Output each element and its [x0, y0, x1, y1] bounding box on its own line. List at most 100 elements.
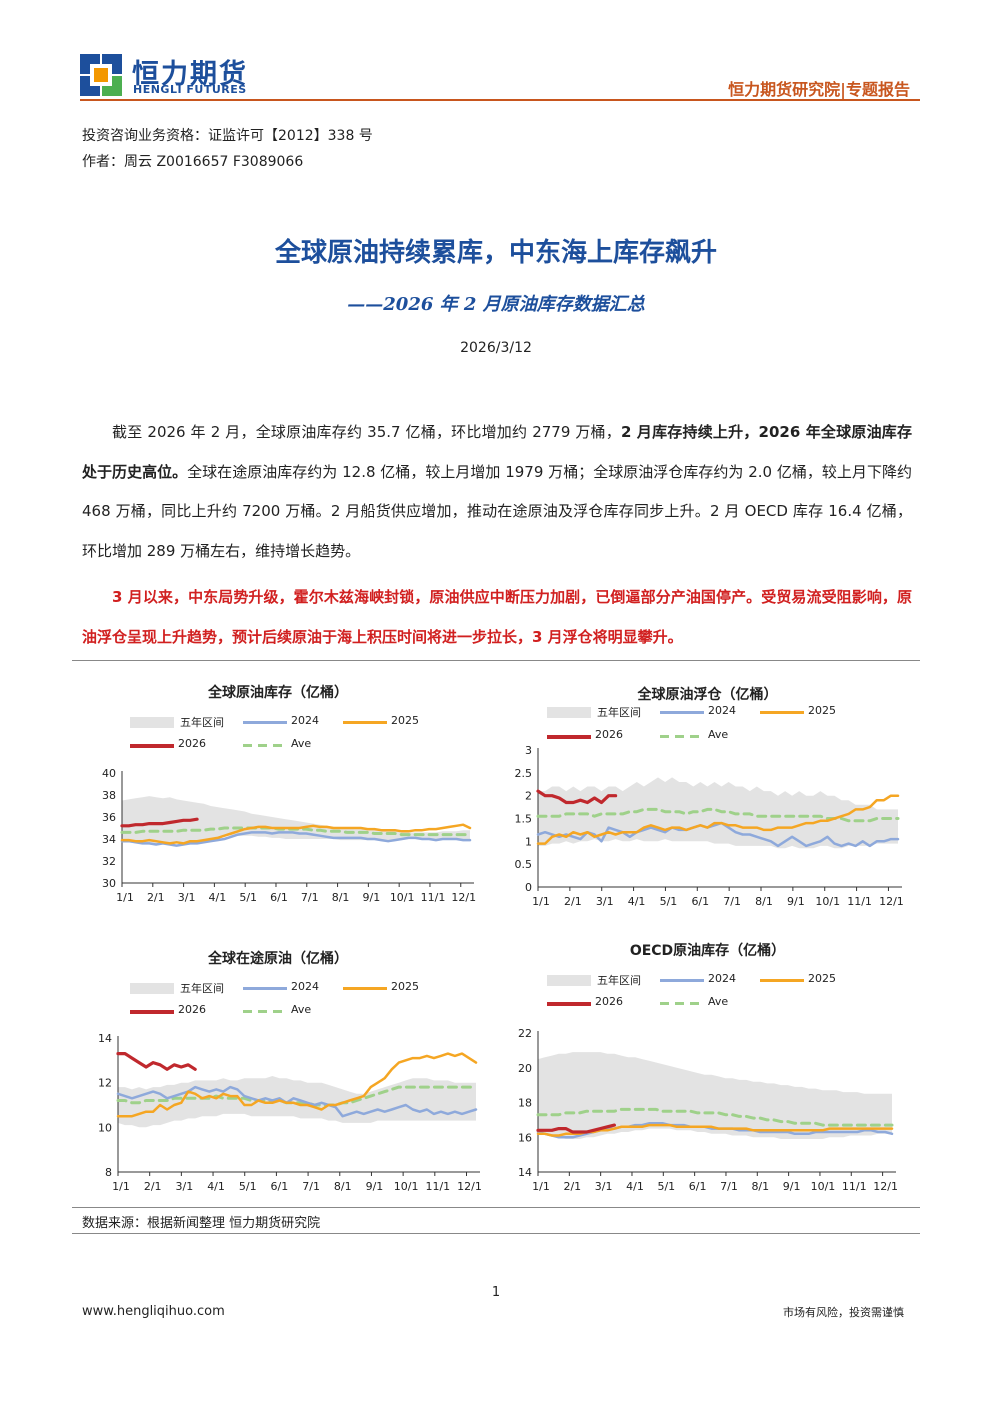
legend-label-s2024: 2024 [708, 972, 736, 985]
legend-swatch-s2025 [760, 711, 804, 714]
x-tick-label: 9/1 [787, 895, 805, 908]
source-divider [72, 1233, 920, 1234]
series-line-ave [536, 1107, 894, 1127]
y-tick-label: 14 [518, 1166, 532, 1179]
x-tick-label: 12/1 [879, 895, 904, 908]
chart-3: 全球在途原油（亿桶） 五年区间 2024 2025 2026 Ave 8 10 12 14 1/1 2… [78, 938, 482, 1200]
x-tick-label: 11/1 [425, 1180, 450, 1193]
x-tick-label: 6/1 [689, 1180, 707, 1193]
y-tick-label: 38 [102, 789, 116, 802]
report-title: 全球原油持续累库，中东海上库存飙升 [274, 238, 717, 268]
x-tick-label: 8/1 [332, 891, 350, 904]
legend-label-range: 五年区间 [180, 982, 224, 995]
legend-label-s2025: 2025 [808, 972, 836, 985]
x-tick-label: 8/1 [334, 1180, 352, 1193]
x-tick-label: 1/1 [532, 1180, 550, 1193]
x-tick-label: 8/1 [755, 895, 773, 908]
series-line-2026 [536, 1123, 616, 1134]
legend-label-range: 五年区间 [597, 974, 641, 987]
y-tick-label: 16 [518, 1131, 532, 1144]
x-tick-label: 7/1 [723, 895, 741, 908]
legend-swatch-ave [243, 744, 287, 747]
logo-text-cn: 恒力期货 [132, 59, 248, 90]
y-tick-label: 1 [525, 835, 532, 848]
y-tick-label: 40 [102, 767, 116, 780]
series-line-2025 [536, 794, 900, 845]
chart-1: 全球原油库存（亿桶） 五年区间 2024 2025 2026 Ave 30 32 34 36 38 4… [78, 672, 478, 910]
legend-label-s2026: 2026 [595, 728, 623, 741]
y-tick-label: 14 [98, 1032, 112, 1045]
x-tick-label: 2/1 [147, 891, 165, 904]
summary-highlight: 2 月库存持续上升，2026 年全球原油库存处于历史高位。 [82, 423, 912, 481]
summary-paragraph: 截至 2026 年 2 月，全球原油库存约 35.7 亿桶，环比增加约 2779… [82, 413, 912, 571]
legend-label-range: 五年区间 [597, 706, 641, 719]
legend-label-s2024: 2024 [708, 704, 736, 717]
logo-text-en: HENGLI FUTURES [133, 83, 247, 96]
risk-notice: 市场有风险，投资需谨慎 [783, 1306, 904, 1319]
y-tick-label: 8 [105, 1166, 112, 1179]
legend-swatch-s2026 [547, 1002, 591, 1006]
series-line-ave [536, 807, 900, 823]
legend-label-s2026: 2026 [178, 1003, 206, 1016]
chart-bottom-divider [72, 1207, 920, 1208]
x-tick-label: 2/1 [564, 895, 582, 908]
chart-plot: 8 10 12 14 1/1 2/1 3/1 4/1 5/1 6/1 7/1 8/1 9/1 10/1 11… [98, 1032, 482, 1193]
five-year-range-band [538, 777, 898, 849]
chart-title: 全球原油库存（亿桶） [208, 685, 348, 701]
legend-swatch-ave [660, 1002, 704, 1005]
five-year-range-band [538, 1052, 892, 1139]
x-tick-label: 10/1 [811, 1180, 836, 1193]
y-tick-label: 18 [518, 1097, 532, 1110]
legend-swatch-s2026 [130, 1010, 174, 1014]
chart-plot: 14 16 18 20 22 1/1 2/1 3/1 4/1 5/1 6/1 7/1 8/1 9/1 10/… [518, 1027, 898, 1193]
legend-swatch-range [130, 717, 174, 728]
y-tick-label: 30 [102, 877, 116, 890]
legend-label-s2026: 2026 [178, 737, 206, 750]
legend-swatch-s2026 [547, 735, 591, 739]
x-tick-label: 3/1 [595, 1180, 613, 1193]
series-line-2026 [116, 1052, 197, 1071]
legend-label-ave: Ave [291, 1003, 312, 1016]
x-tick-label: 9/1 [366, 1180, 384, 1193]
legend-swatch-s2024 [660, 979, 704, 982]
series-line-2026 [120, 817, 199, 828]
legend-label-s2024: 2024 [291, 714, 319, 727]
summary-text-2: 全球在途原油库存约为 12.8 亿桶，较上月增加 1979 万桶；全球原油浮仓库… [82, 462, 912, 560]
x-tick-label: 4/1 [207, 1180, 225, 1193]
header-divider [80, 99, 920, 101]
chart-top-divider [72, 660, 920, 661]
x-tick-label: 4/1 [628, 895, 646, 908]
y-tick-label: 34 [102, 833, 116, 846]
x-tick-label: 11/1 [842, 1180, 867, 1193]
chart-plot: 0 0.5 1 1.5 2 2.5 3 1/1 2/1 3/1 4/1 5/1 6/1 7/1 8/1 9/1… [515, 744, 904, 908]
legend-swatch-range [130, 983, 174, 994]
x-tick-label: 3/1 [596, 895, 614, 908]
outlook-paragraph: 3 月以来，中东局势升级，霍尔木兹海峡封锁，原油供应中断压力加剧，已倒逼部分产油… [82, 578, 912, 657]
company-logo: 恒力期货 HENGLI FUTURES [80, 54, 280, 100]
x-tick-label: 10/1 [394, 1180, 419, 1193]
data-source: 数据来源：根据新闻整理 恒力期货研究院 [82, 1216, 321, 1231]
legend-swatch-s2026 [130, 744, 174, 748]
series-line-2025 [120, 823, 472, 845]
series-line-2025 [116, 1052, 478, 1118]
x-tick-label: 6/1 [271, 1180, 289, 1193]
x-tick-label: 2/1 [144, 1180, 162, 1193]
summary-text-1: 截至 2026 年 2 月，全球原油库存约 35.7 亿桶，环比增加约 2779… [112, 423, 621, 441]
y-tick-label: 20 [518, 1062, 532, 1075]
legend-swatch-ave [660, 735, 704, 738]
author-line: 作者：周云 Z0016657 F3089066 [82, 154, 304, 170]
x-tick-label: 5/1 [239, 891, 257, 904]
y-tick-label: 32 [102, 855, 116, 868]
legend-swatch-range [547, 707, 591, 718]
x-tick-label: 11/1 [847, 895, 872, 908]
website-link[interactable]: www.hengliqihuo.com [82, 1304, 225, 1319]
x-tick-label: 3/1 [178, 891, 196, 904]
series-line-2024 [116, 1085, 478, 1118]
x-tick-label: 9/1 [783, 1180, 801, 1193]
page-number: 1 [491, 1285, 501, 1300]
series-line-2026 [536, 789, 618, 805]
legend-label-s2024: 2024 [291, 980, 319, 993]
legend-swatch-s2025 [343, 721, 387, 724]
x-tick-label: 2/1 [563, 1180, 581, 1193]
legend-label-ave: Ave [708, 995, 729, 1008]
